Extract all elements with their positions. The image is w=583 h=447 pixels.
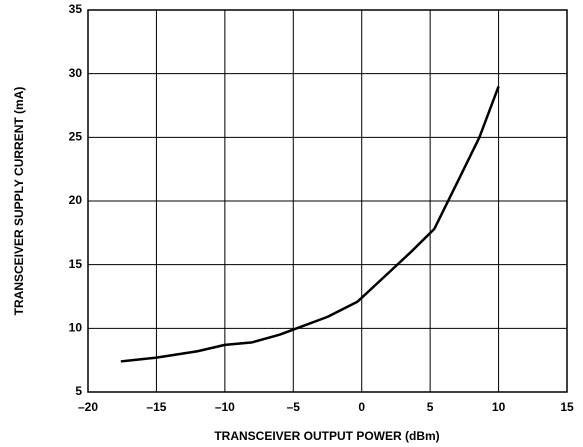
y-tick-label: 30 [69, 66, 83, 80]
y-tick-label: 20 [69, 193, 83, 207]
y-tick-label: 35 [69, 2, 83, 16]
y-tick-label: 15 [69, 257, 83, 271]
y-tick-label: 25 [69, 130, 83, 144]
x-tick-label: –5 [287, 400, 301, 414]
y-axis-label: TRANSCEIVER SUPPLY CURRENT (mA) [12, 87, 26, 316]
x-tick-label: –10 [215, 400, 235, 414]
x-tick-label: –20 [78, 400, 98, 414]
x-tick-label: 10 [492, 400, 506, 414]
x-tick-label: 5 [427, 400, 434, 414]
data-line [120, 85, 500, 363]
x-tick-label: 15 [560, 400, 574, 414]
x-tick-label: –15 [146, 400, 166, 414]
x-tick-label: 0 [358, 400, 365, 414]
y-tick-label: 10 [69, 321, 83, 335]
x-axis-label: TRANSCEIVER OUTPUT POWER (dBm) [214, 429, 439, 443]
plot-frame [87, 9, 568, 393]
y-tick-label: 5 [75, 384, 82, 398]
